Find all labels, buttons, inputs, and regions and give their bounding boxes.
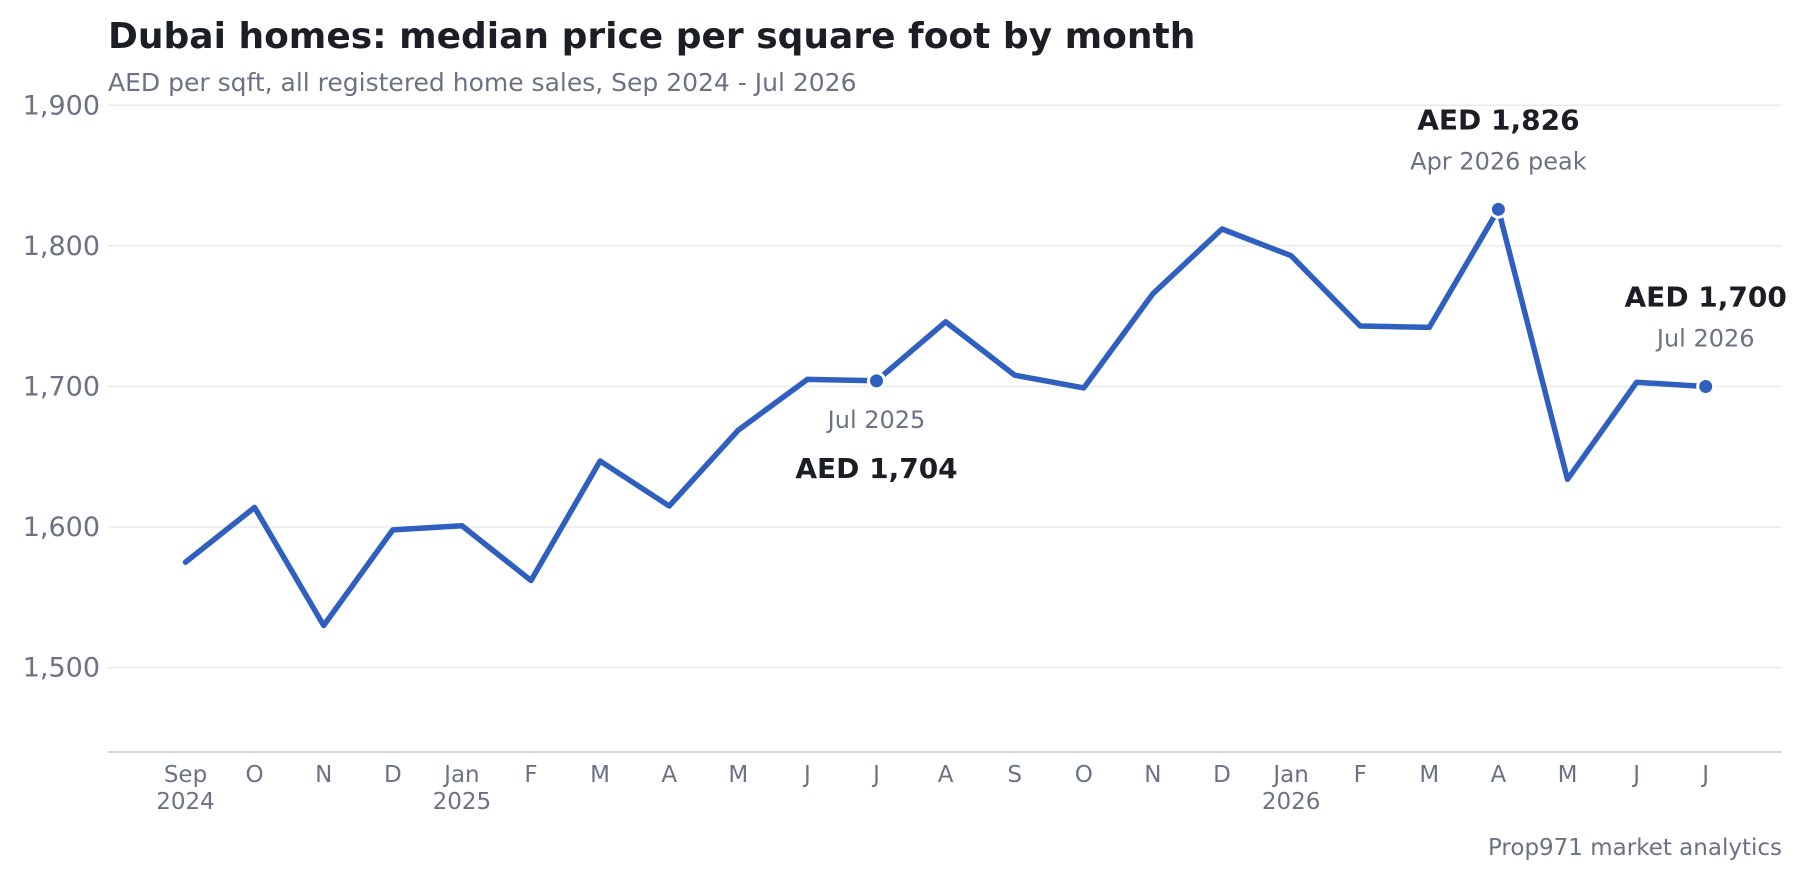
- annotation-label: Jul 2026: [1655, 324, 1755, 352]
- x-tick-label: M: [590, 762, 610, 788]
- x-tick-label: Sep: [164, 762, 207, 788]
- chart-title: Dubai homes: median price per square foo…: [108, 16, 1195, 57]
- annotation-label: Jul 2025: [826, 406, 926, 434]
- annotation-value: AED 1,704: [795, 452, 957, 485]
- x-year-label: 2025: [433, 789, 492, 815]
- y-tick-label: 1,600: [23, 512, 100, 543]
- annotation-value: AED 1,700: [1625, 280, 1787, 313]
- x-year-label: 2024: [156, 789, 215, 815]
- y-tick-label: 1,700: [23, 371, 100, 402]
- y-tick-label: 1,800: [23, 231, 100, 262]
- x-tick-label: N: [315, 762, 332, 788]
- x-tick-label: A: [938, 762, 954, 788]
- annotation-marker: [1488, 199, 1508, 219]
- x-tick-label: O: [1075, 762, 1093, 788]
- x-tick-label: A: [661, 762, 677, 788]
- x-tick-label: S: [1007, 762, 1022, 788]
- annotation-markers: [867, 199, 1716, 396]
- x-tick-label: J: [802, 762, 811, 788]
- x-tick-label: Jan: [442, 762, 479, 788]
- gridlines: [108, 104, 1782, 669]
- x-tick-label: M: [728, 762, 748, 788]
- x-tick-label: F: [524, 762, 537, 788]
- x-year-label: 2026: [1262, 789, 1321, 815]
- x-tick-label: M: [1558, 762, 1578, 788]
- x-tick-label: D: [1213, 762, 1231, 788]
- x-tick-label: M: [1419, 762, 1439, 788]
- annotations: Jul 2025 AED 1,704 Apr 2026 peak AED 1,826 J…: [795, 103, 1787, 485]
- y-axis-ticks: 1,500 1,600 1,700 1,800 1,900: [23, 90, 100, 683]
- chart-subtitle: AED per sqft, all registered home sales,…: [108, 68, 857, 97]
- y-tick-label: 1,900: [23, 90, 100, 121]
- y-tick-label: 1,500: [23, 653, 100, 684]
- x-tick-label: F: [1354, 762, 1367, 788]
- x-tick-label: Jan: [1271, 762, 1308, 788]
- x-tick-label: J: [871, 762, 880, 788]
- x-tick-label: N: [1144, 762, 1161, 788]
- x-tick-label: J: [1700, 762, 1709, 788]
- annotation-label: Apr 2026 peak: [1410, 147, 1587, 175]
- x-tick-label: J: [1631, 762, 1640, 788]
- annotation-marker: [1696, 376, 1716, 396]
- annotation-marker: [867, 371, 886, 391]
- x-tick-label: A: [1491, 762, 1507, 788]
- annotation-value: AED 1,826: [1417, 103, 1579, 136]
- x-tick-label: D: [384, 762, 402, 788]
- x-tick-label: O: [246, 762, 264, 788]
- source-note: Prop971 market analytics: [1488, 835, 1782, 861]
- price-series-line: [182, 206, 1709, 629]
